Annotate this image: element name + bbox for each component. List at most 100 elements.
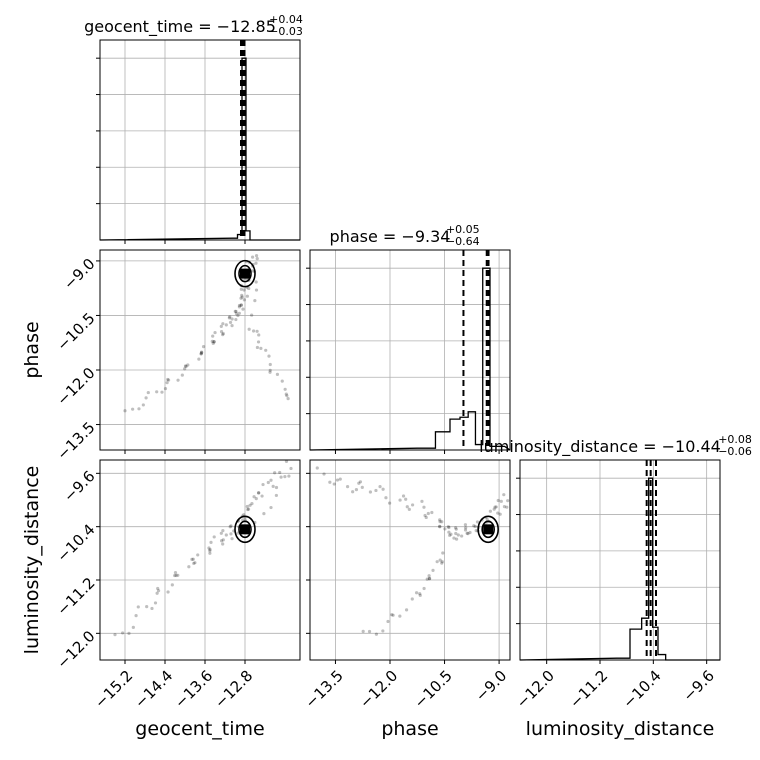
sample-point: [199, 352, 203, 356]
x-tick-label: −10.5: [411, 667, 456, 712]
sample-point: [230, 324, 234, 328]
sample-point: [438, 558, 442, 562]
sample-point: [430, 510, 434, 515]
histogram-phase: [309, 267, 511, 451]
sample-point: [254, 253, 259, 258]
sample-point: [242, 298, 246, 302]
sample-point: [454, 526, 458, 530]
sample-point: [440, 520, 444, 524]
title-sub: −0.64: [446, 235, 480, 248]
sample-point: [257, 491, 261, 495]
sample-point: [234, 317, 238, 322]
sample-point: [498, 512, 502, 516]
sample-point: [240, 295, 244, 299]
sample-point: [438, 524, 442, 528]
sample-point: [173, 570, 178, 575]
sample-point: [427, 574, 431, 578]
sample-point: [254, 288, 259, 292]
sample-point: [374, 632, 379, 636]
sample-point: [368, 490, 373, 494]
sample-point: [166, 378, 171, 382]
sample-point: [239, 296, 243, 300]
sample-point: [250, 313, 254, 317]
sample-point: [255, 329, 259, 333]
panel-frame: [99, 39, 301, 241]
sample-point: [245, 294, 249, 298]
sample-point: [454, 537, 459, 541]
sample-point: [496, 498, 500, 503]
sample-point: [278, 470, 282, 475]
sample-point: [207, 546, 211, 550]
y-axis-label-luminosity_distance: luminosity_distance: [21, 466, 43, 655]
sample-point: [279, 475, 283, 479]
sample-point: [239, 287, 243, 291]
x-tick-label: −11.2: [566, 667, 611, 712]
sample-point: [410, 597, 414, 601]
sample-point: [210, 339, 214, 343]
x-tick-label: −9.0: [472, 667, 510, 705]
sample-point: [257, 333, 261, 337]
sample-point: [398, 614, 402, 618]
sample-point: [465, 531, 469, 535]
sample-point: [254, 280, 258, 284]
x-tick-label: −13.5: [302, 667, 347, 712]
sample-point: [401, 494, 406, 498]
sample-point: [360, 485, 364, 489]
sample-point: [418, 593, 422, 597]
sample-point: [271, 484, 275, 489]
sample-point: [228, 525, 232, 529]
sample-point: [163, 386, 168, 391]
sample-point: [502, 493, 506, 497]
sample-point: [221, 332, 225, 337]
sample-point: [250, 255, 255, 259]
sample-point: [464, 526, 468, 530]
sample-point: [475, 520, 480, 524]
x-tick-label: −15.2: [91, 667, 136, 712]
sample-point: [424, 515, 428, 520]
x-axis-label-geocent_time: geocent_time: [135, 718, 264, 740]
sample-point: [358, 480, 363, 484]
sample-point: [404, 608, 409, 612]
density-peak: [240, 268, 250, 279]
sample-point: [150, 606, 154, 611]
x-tick-label: −9.6: [679, 667, 717, 705]
sample-point: [255, 257, 259, 261]
sample-point: [274, 485, 279, 490]
contour-outer: [234, 515, 256, 544]
contour-inner: [238, 520, 252, 539]
sample-point: [246, 507, 250, 512]
sample-point: [463, 528, 468, 532]
panel-0-0: [100, 40, 300, 240]
sample-point: [221, 529, 225, 533]
sample-point: [260, 494, 264, 498]
sample-point: [197, 357, 201, 361]
sample-point: [239, 303, 243, 307]
sample-point: [273, 471, 277, 475]
sample-point: [155, 390, 159, 394]
sample-point: [241, 307, 245, 311]
sample-point: [237, 303, 242, 308]
sample-point: [211, 334, 215, 338]
y-axis-label-phase: phase: [21, 321, 43, 378]
sample-point: [452, 536, 456, 540]
sample-point: [322, 472, 326, 476]
sample-point: [405, 505, 409, 509]
sample-point: [219, 324, 223, 328]
sample-point: [187, 565, 191, 569]
x-axis-label-luminosity_distance: luminosity_distance: [526, 718, 715, 740]
histogram-geocent_time: [99, 57, 300, 241]
sample-point: [505, 505, 509, 509]
title-luminosity_distance: luminosity_distance = −10.44+0.08−0.06: [479, 433, 752, 458]
y-tick-label: −10.5: [53, 309, 98, 354]
sample-point: [209, 540, 213, 544]
sample-point: [186, 363, 190, 367]
contour-inner: [238, 264, 252, 283]
sample-point: [427, 577, 431, 581]
sample-point: [460, 534, 464, 538]
sample-point: [208, 549, 212, 553]
sample-point: [201, 345, 206, 349]
sample-point: [242, 513, 246, 517]
sample-point: [345, 485, 350, 489]
y-tick-label: −12.0: [53, 364, 98, 409]
sample-point: [199, 351, 204, 355]
